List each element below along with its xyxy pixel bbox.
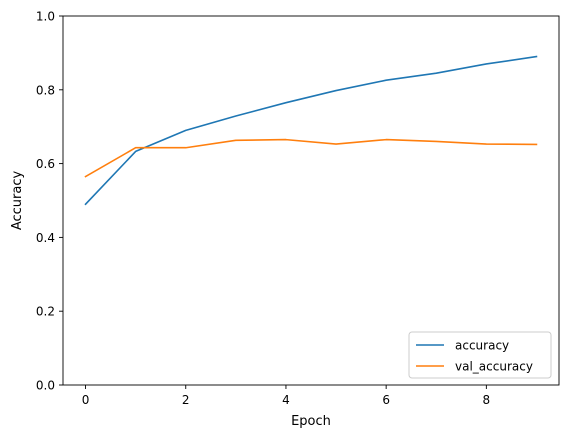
- y-tick-label: 1.0: [36, 10, 55, 24]
- x-tick-label: 0: [82, 393, 90, 407]
- series-line-accuracy: [84, 55, 538, 206]
- plot-frame: [62, 15, 560, 386]
- y-tick-label: 0.2: [36, 305, 55, 319]
- legend-label: val_accuracy: [455, 360, 533, 374]
- legend-label: accuracy: [455, 339, 509, 353]
- plot-area: [63, 16, 559, 385]
- series-layer: [84, 55, 538, 206]
- y-axis-label: Accuracy: [10, 171, 25, 231]
- x-tick-label: 4: [282, 393, 290, 407]
- x-tick-label: 8: [483, 393, 491, 407]
- x-tick-label: 2: [182, 393, 190, 407]
- y-axis-ticks: 0.0 0.2 0.4 0.6 0.8 1.0: [36, 10, 63, 393]
- y-tick-label: 0.6: [36, 157, 55, 171]
- legend-entries: accuracy val_accuracy: [416, 339, 533, 374]
- y-tick-label: 0.8: [36, 83, 55, 97]
- x-axis-label: Epoch: [291, 414, 331, 429]
- legend-box: [408, 331, 552, 379]
- x-axis-ticks: 0 2 4 6 8: [82, 385, 490, 407]
- legend: accuracy val_accuracy: [408, 331, 552, 379]
- series-line-val-accuracy: [84, 138, 538, 178]
- y-tick-label: 0.0: [36, 379, 55, 393]
- x-tick-label: 6: [382, 393, 390, 407]
- y-tick-label: 0.4: [36, 231, 55, 245]
